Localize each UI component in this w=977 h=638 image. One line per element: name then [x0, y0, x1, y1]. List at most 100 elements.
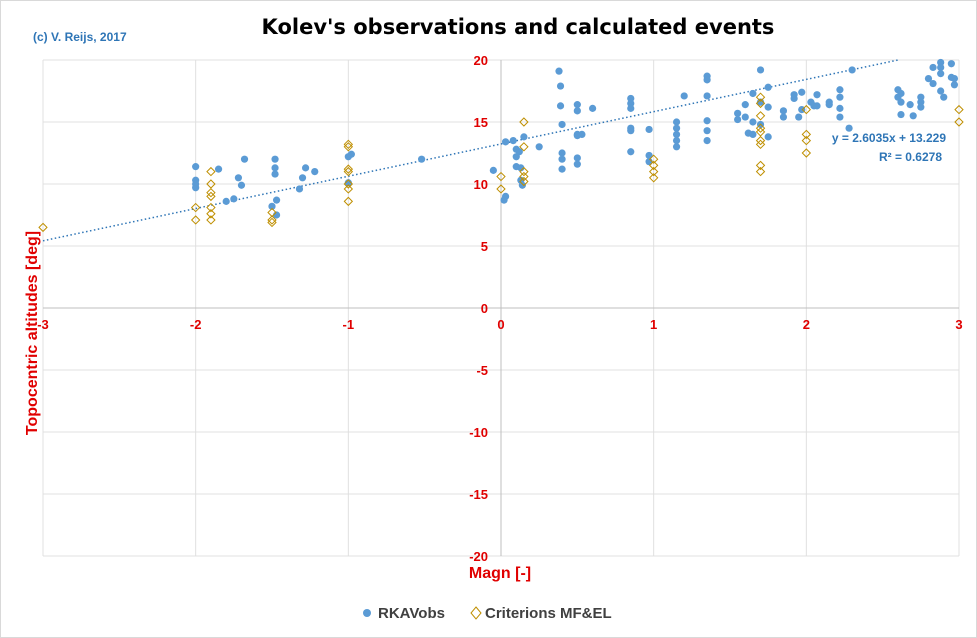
y-tick-label: 5 — [481, 239, 488, 254]
point-rkavobs — [940, 93, 948, 101]
point-criterions — [206, 209, 216, 219]
point-rkavobs — [272, 196, 281, 204]
point-criterions — [755, 166, 766, 177]
point-rkavobs — [836, 113, 844, 121]
point-rkavobs — [947, 60, 955, 68]
point-rkavobs — [848, 66, 856, 74]
point-rkavobs — [813, 91, 821, 99]
y-tick-label: -20 — [469, 549, 488, 564]
point-rkavobs — [556, 102, 565, 110]
point-rkavobs — [558, 155, 566, 163]
y-tick-label: -5 — [476, 363, 488, 378]
point-criterions — [755, 92, 766, 102]
point-rkavobs — [627, 94, 635, 103]
point-rkavobs — [741, 101, 749, 109]
legend-label-rkavobs: RKAVobs — [378, 605, 445, 622]
point-rkavobs — [573, 154, 581, 162]
point-criterions — [755, 135, 766, 146]
point-rkavobs — [917, 93, 925, 101]
point-criterions — [496, 184, 506, 194]
point-criterions — [343, 184, 354, 194]
point-rkavobs — [347, 150, 355, 158]
point-rkavobs — [703, 92, 711, 100]
point-criterions — [267, 217, 277, 228]
point-rkavobs — [836, 104, 844, 112]
point-rkavobs — [836, 93, 844, 101]
point-rkavobs — [929, 79, 937, 88]
point-rkavobs — [556, 82, 565, 90]
point-rkavobs — [517, 164, 525, 172]
point-rkavobs — [672, 118, 681, 126]
point-criterions — [38, 222, 48, 233]
point-criterions — [519, 166, 529, 177]
point-rkavobs — [779, 113, 788, 121]
y-axis-label: Topocentric altitudes [deg] — [24, 231, 41, 435]
point-criterions — [190, 202, 201, 213]
legend-marker-criterions — [470, 606, 482, 620]
point-criterions — [343, 196, 354, 207]
point-criterions — [801, 104, 812, 115]
point-criterions — [801, 129, 812, 140]
point-rkavobs — [703, 117, 711, 125]
point-criterions — [343, 139, 354, 150]
point-rkavobs — [271, 164, 279, 172]
point-rkavobs — [924, 75, 933, 83]
point-criterions — [648, 166, 659, 177]
point-criterions — [267, 215, 277, 225]
point-criterions — [755, 160, 766, 171]
point-criterions — [755, 123, 766, 133]
y-tick-label: 15 — [474, 115, 488, 130]
point-criterions — [755, 111, 766, 121]
point-rkavobs — [555, 67, 563, 75]
point-rkavobs — [734, 109, 742, 117]
x-tick-label: -3 — [37, 317, 49, 332]
trendline-r-squared: R² = 0.6278 — [879, 150, 942, 164]
point-rkavobs — [222, 197, 230, 205]
point-rkavobs — [230, 195, 238, 203]
point-rkavobs — [906, 101, 914, 109]
point-rkavobs — [937, 70, 945, 78]
x-tick-label: 3 — [955, 317, 962, 332]
point-rkavobs — [301, 164, 310, 172]
point-rkavobs — [344, 179, 352, 187]
point-criterions — [206, 215, 216, 225]
chart-title: Kolev's observations and calculated even… — [262, 15, 775, 39]
point-rkavobs — [764, 83, 772, 91]
point-rkavobs — [573, 160, 581, 168]
y-tick-label: -10 — [469, 425, 488, 440]
point-rkavobs — [672, 124, 681, 132]
legend-label-criterions: Criterions MF&EL — [485, 605, 612, 622]
point-rkavobs — [645, 151, 653, 160]
point-rkavobs — [845, 124, 853, 132]
point-rkavobs — [271, 155, 279, 163]
point-rkavobs — [311, 168, 319, 176]
point-rkavobs — [295, 185, 304, 193]
point-rkavobs — [192, 163, 200, 171]
point-rkavobs — [897, 110, 905, 119]
point-rkavobs — [795, 113, 803, 121]
point-criterions — [519, 171, 529, 182]
point-rkavobs — [489, 166, 497, 174]
y-tick-label: 20 — [474, 53, 488, 68]
point-rkavobs — [680, 92, 688, 100]
y-tick-label: -15 — [469, 487, 488, 502]
point-rkavobs — [627, 99, 635, 107]
point-rkavobs — [298, 174, 307, 182]
point-rkavobs — [779, 107, 788, 115]
point-rkavobs — [734, 115, 742, 124]
point-rkavobs — [764, 103, 772, 111]
point-criterions — [343, 179, 354, 189]
point-criterions — [648, 173, 659, 183]
point-rkavobs — [234, 174, 243, 182]
point-rkavobs — [627, 148, 635, 156]
point-rkavobs — [749, 118, 757, 126]
point-rkavobs — [589, 104, 597, 112]
point-rkavobs — [756, 98, 765, 106]
point-rkavobs — [627, 104, 635, 112]
point-rkavobs — [917, 98, 925, 106]
point-rkavobs — [268, 202, 276, 210]
point-rkavobs — [836, 86, 844, 94]
point-rkavobs — [645, 125, 653, 134]
trendline — [42, 59, 899, 242]
x-tick-label: 2 — [803, 317, 810, 332]
